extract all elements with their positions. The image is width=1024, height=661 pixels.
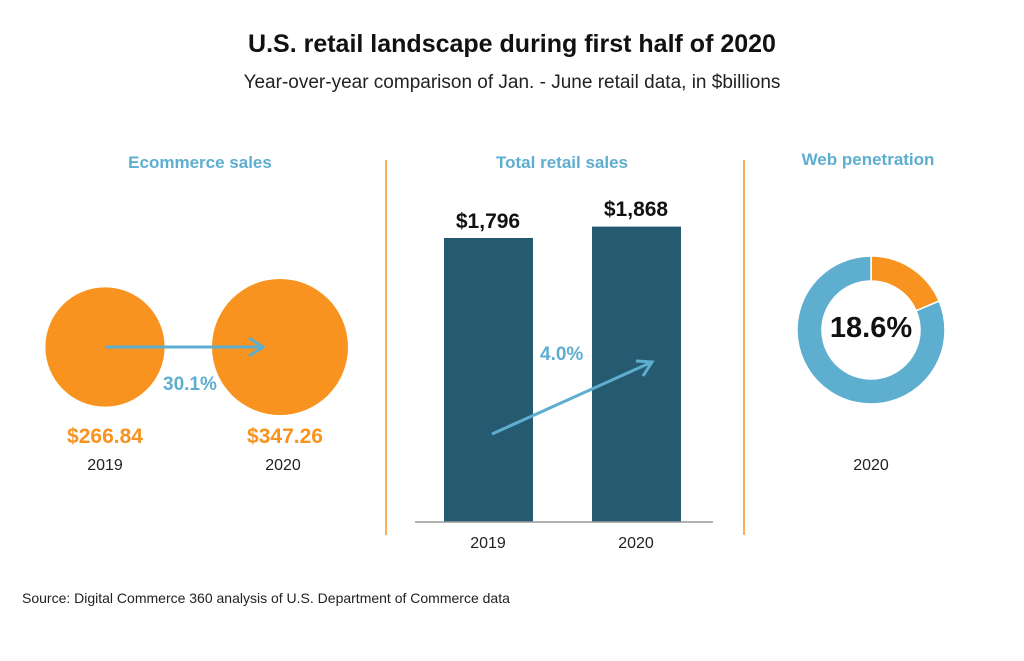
source-note: Source: Digital Commerce 360 analysis of… (22, 590, 510, 606)
ecommerce-title: Ecommerce sales (128, 153, 272, 172)
bar-year-2020: 2020 (618, 535, 654, 552)
ecommerce-year-2020: 2020 (265, 457, 301, 474)
donut-slice-0 (870, 255, 941, 312)
ecommerce-value-2020: $347.26 (247, 425, 323, 448)
web-penetration-title: Web penetration (801, 150, 935, 169)
chart-title: U.S. retail landscape during first half … (248, 30, 776, 58)
retail-change: 4.0% (540, 344, 584, 365)
ecommerce-value-2019: $266.84 (67, 425, 143, 448)
bar-label-2019: $1,796 (455, 210, 521, 233)
bar-2019 (444, 238, 533, 522)
arrow-icon (248, 336, 266, 358)
bar-year-2019: 2019 (470, 535, 506, 552)
donut-slice-1 (796, 255, 946, 405)
arrow-line (491, 360, 653, 436)
bar-label-2020: $1,868 (603, 198, 669, 221)
ecommerce-year-2019: 2019 (87, 457, 123, 474)
donut-center-label: 18.6% (829, 312, 913, 344)
bubble-2020 (212, 279, 348, 415)
total-retail-title: Total retail sales (496, 153, 628, 172)
bar-2020 (592, 226, 681, 523)
chart-subtitle: Year-over-year comparison of Jan. - June… (243, 72, 781, 93)
donut-year: 2020 (853, 457, 889, 474)
ecommerce-change: 30.1% (163, 374, 217, 395)
arrow-icon (635, 359, 655, 377)
